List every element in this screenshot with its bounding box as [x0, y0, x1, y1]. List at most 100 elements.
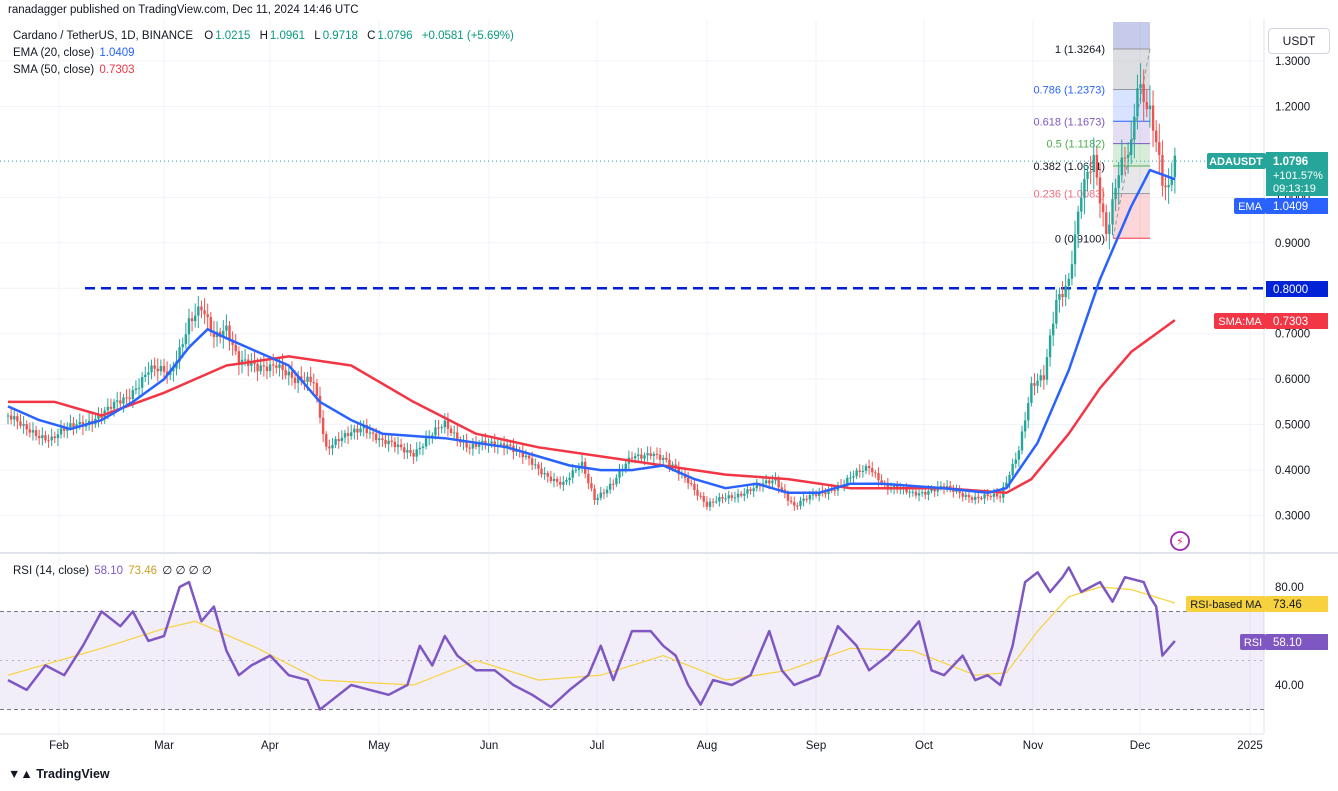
candle-up [571, 470, 574, 478]
candle-down [696, 489, 699, 496]
candle-up [122, 397, 125, 404]
ema-tag-bg [1266, 198, 1328, 214]
candle-up [580, 461, 584, 469]
candle-up [671, 464, 674, 466]
candle-up [599, 492, 602, 498]
candle-up [945, 485, 949, 489]
ema-legend[interactable]: EMA (20, close) 1.0409 [13, 47, 137, 59]
rsi-legend[interactable]: RSI (14, close) 58.10 73.46 ∅ ∅ ∅ ∅ [13, 563, 214, 577]
candle-down [468, 447, 471, 449]
candle-up [131, 390, 134, 399]
fib-level-label: 1 (1.3264) [1055, 44, 1105, 56]
candle-down [989, 496, 992, 498]
candle-down [668, 459, 671, 466]
candle-down [1105, 212, 1108, 234]
candle-up [1064, 285, 1067, 298]
candle-down [1158, 142, 1161, 155]
candle-down [237, 351, 241, 365]
candle-down [203, 310, 206, 315]
candle-up [499, 443, 503, 445]
candle-up [646, 453, 649, 456]
candle-down [493, 441, 496, 447]
candle-down [1123, 157, 1127, 159]
candle-up [50, 436, 53, 441]
candle-up [1076, 211, 1080, 235]
flash-icon [1170, 531, 1190, 551]
candle-up [727, 495, 730, 499]
sma-legend[interactable]: SMA (50, close) 0.7303 [13, 64, 137, 76]
support-tag-value: 0.8000 [1273, 284, 1308, 296]
tradingview-logo[interactable]: ▼▲ TradingView [8, 767, 110, 781]
rsi-ma-tag-label: RSI-based MA [1190, 599, 1262, 611]
candle-down [328, 446, 331, 449]
candle-down [393, 441, 397, 447]
candle-down [228, 325, 231, 342]
candle-down [1101, 203, 1105, 213]
candle-down [949, 485, 952, 488]
candle-up [378, 438, 381, 441]
candle-down [509, 444, 512, 446]
candle-down [456, 432, 459, 440]
candle-up [746, 489, 749, 494]
candle-up [140, 377, 144, 388]
candle-down [880, 480, 883, 483]
candle-down [970, 497, 974, 500]
candle-down [200, 306, 203, 311]
candle-up [222, 330, 225, 338]
x-tick-label: Jun [480, 740, 499, 752]
candle-up [1170, 177, 1173, 185]
rsi-tag-value: 58.10 [1273, 637, 1302, 649]
x-tick-label: Mar [154, 740, 174, 752]
tradingview-logo-icon: ▼▲ [8, 767, 33, 781]
candle-up [802, 498, 805, 501]
y-tick-label: 0.3000 [1275, 511, 1310, 523]
candle-down [19, 421, 22, 426]
candle-up [187, 318, 191, 335]
candle-up [1005, 482, 1008, 487]
candle-down [593, 488, 596, 500]
candle-up [1039, 375, 1042, 381]
candle-down [253, 361, 256, 364]
candle-down [967, 494, 971, 498]
y-tick-label: 1.2000 [1275, 101, 1310, 113]
candle-up [920, 492, 924, 494]
rsi-y-tick: 80.00 [1275, 582, 1304, 594]
candle-up [434, 427, 437, 436]
candle-up [1017, 450, 1021, 460]
ema-legend-label: EMA (20, close) [13, 47, 95, 59]
candle-up [974, 496, 977, 500]
candle-down [1151, 105, 1155, 131]
candle-up [743, 493, 746, 496]
candle-up [565, 480, 568, 482]
rsi-legend-label: RSI (14, close) [13, 565, 90, 577]
candle-down [777, 478, 780, 488]
candle-up [471, 443, 475, 449]
candle-up [69, 423, 72, 428]
candle-down [805, 498, 808, 500]
candle-up [144, 374, 147, 378]
candle-down [1089, 171, 1092, 173]
y-tick-label: 0.9000 [1275, 238, 1310, 250]
symbol-tag-text: ADAUSDT [1209, 156, 1263, 168]
candle-up [718, 497, 721, 502]
change-value: +0.0581 (+5.69%) [421, 30, 514, 42]
candle-up [368, 432, 372, 434]
candle-up [917, 493, 921, 496]
candle-up [1139, 84, 1142, 89]
candle-down [38, 436, 41, 439]
x-tick-label: Oct [915, 740, 934, 752]
candle-down [871, 468, 874, 473]
candle-down [356, 428, 359, 433]
candle-down [119, 400, 122, 404]
publisher-header: ranadagger published on TradingView.com,… [8, 4, 359, 16]
candle-down [686, 477, 690, 484]
bar-countdown: 09:13:19 [1273, 183, 1316, 195]
y-tick-label: 1.3000 [1275, 56, 1310, 68]
candle-up [1058, 293, 1061, 300]
fib-level-label: 0.618 (1.1673) [1033, 116, 1105, 128]
candle-down [16, 416, 19, 422]
last-price-value: 1.0796 [1273, 156, 1308, 168]
currency-button[interactable]: USDT [1268, 28, 1330, 54]
symbol-label[interactable]: Cardano / TetherUS, 1D, BINANCE [13, 30, 194, 42]
